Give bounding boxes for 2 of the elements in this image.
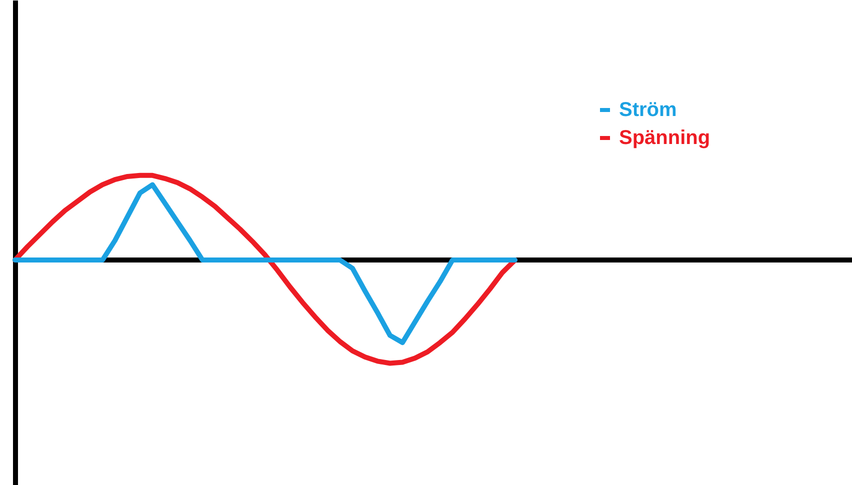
legend-label: Spänning [619, 127, 710, 149]
legend-label: Ström [619, 99, 677, 121]
